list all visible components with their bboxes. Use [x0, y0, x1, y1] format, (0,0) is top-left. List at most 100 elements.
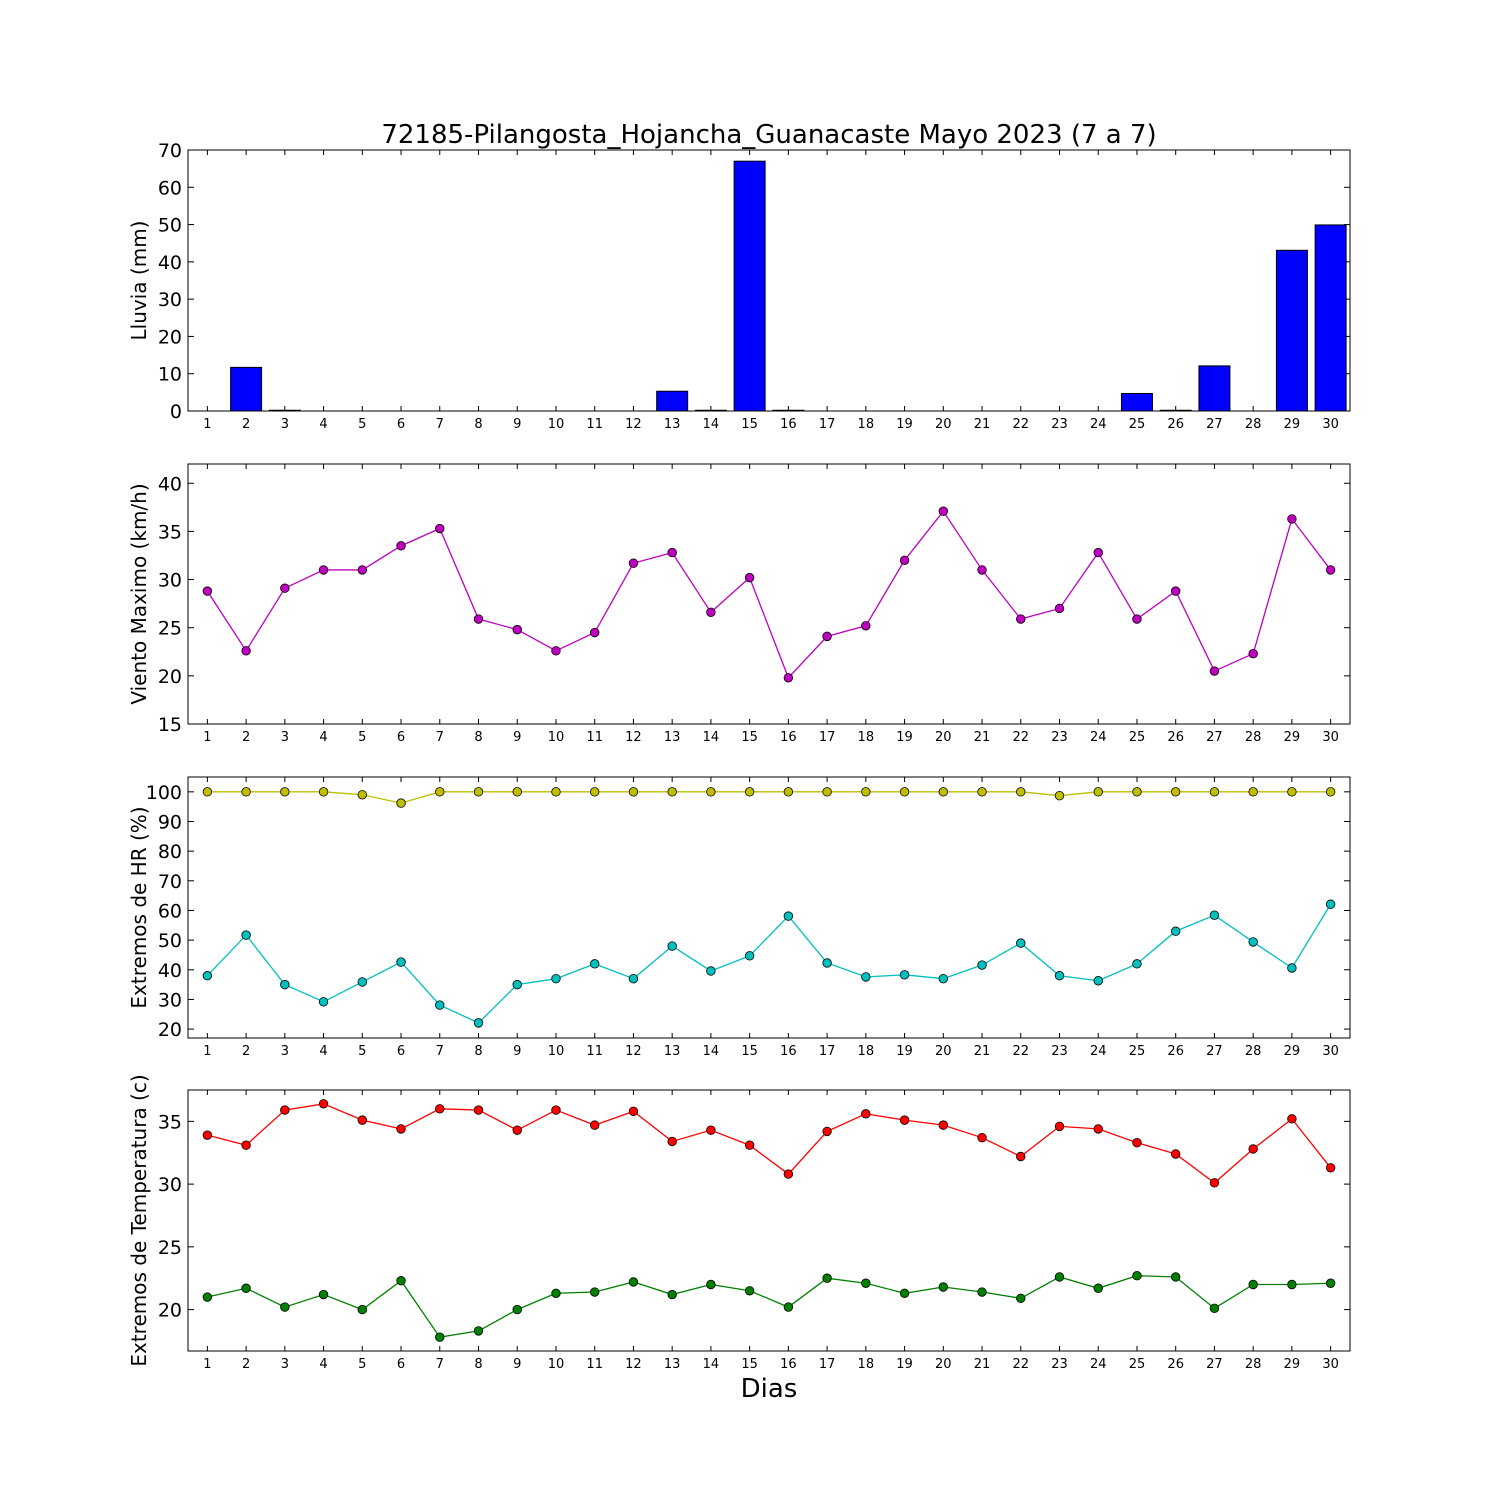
humidity-series-0-point — [396, 798, 406, 808]
humidity-series-1-point — [861, 972, 871, 982]
rain-ytick-label: 60 — [158, 177, 182, 199]
humidity-series-1-point — [280, 979, 290, 990]
rain-xtick-label: 5 — [358, 417, 366, 432]
rain-xtick-label: 21 — [974, 417, 991, 432]
humidity-series-1-point — [590, 959, 600, 969]
rain-xtick-label: 1 — [203, 417, 211, 432]
rain-bar — [656, 390, 689, 412]
wind-xtick-label: 9 — [513, 730, 521, 745]
temperature-xtick-label: 4 — [319, 1357, 327, 1372]
humidity-xtick-label: 2 — [242, 1044, 250, 1059]
humidity-xtick-label: 9 — [513, 1044, 521, 1059]
humidity-ytick-label: 50 — [158, 930, 182, 952]
humidity-series-0-line — [207, 791, 1331, 804]
rain-xtick-label: 20 — [935, 417, 952, 432]
humidity-series-0-point — [318, 787, 329, 797]
wind-xtick-label: 10 — [548, 730, 565, 745]
wind-ytick-label: 35 — [158, 521, 182, 543]
wind-xtick-label: 17 — [819, 730, 836, 745]
rain-xtick-label: 14 — [703, 417, 720, 432]
wind-series-0-point — [202, 586, 213, 596]
rain-bar — [733, 160, 766, 412]
wind-xtick-label: 18 — [858, 730, 875, 745]
temperature-y-axis-label: Extremos de Temperatura (c) — [127, 1074, 151, 1366]
wind-xtick-label: 29 — [1284, 730, 1301, 745]
wind-xtick-label: 30 — [1322, 730, 1339, 745]
rain-bar — [1198, 365, 1231, 412]
temperature-series-0-point — [628, 1106, 639, 1117]
humidity-plot-frame — [187, 776, 1351, 1039]
humidity-series-0-point — [1054, 790, 1065, 801]
wind-xtick-label: 6 — [397, 730, 405, 745]
wind-xtick-label: 3 — [281, 730, 289, 745]
humidity-series-0-point — [357, 790, 368, 800]
wind-xtick-label: 1 — [203, 730, 211, 745]
humidity-xtick-label: 24 — [1090, 1044, 1107, 1059]
humidity-ytick-label: 40 — [158, 960, 182, 982]
humidity-xtick-label: 28 — [1245, 1044, 1262, 1059]
temperature-series-1-point — [1209, 1303, 1220, 1314]
humidity-series-1-point — [822, 958, 832, 968]
wind-series-0-point — [590, 627, 600, 638]
humidity-xtick-label: 17 — [819, 1044, 836, 1059]
rain-y-axis-label: Lluvia (mm) — [127, 221, 151, 341]
chart-title: 72185-Pilangosta_Hojancha_Guanacaste May… — [381, 120, 1156, 150]
wind-ytick-label: 25 — [158, 618, 182, 640]
temperature-series-1-point — [1287, 1279, 1297, 1290]
temperature-xtick-label: 28 — [1245, 1357, 1262, 1372]
humidity-series-0-point — [628, 787, 639, 797]
temperature-series-1-point — [783, 1302, 794, 1312]
wind-ytick-label: 40 — [158, 473, 182, 495]
humidity-series-1-point — [1054, 971, 1065, 981]
humidity-xtick-label: 10 — [548, 1044, 565, 1059]
temperature-xtick-label: 19 — [896, 1357, 913, 1372]
temperature-series-1-point — [318, 1289, 329, 1300]
temperature-series-0-point — [1093, 1124, 1103, 1134]
wind-series-0-point — [667, 547, 677, 558]
temperature-series-0-point — [473, 1105, 484, 1115]
temperature-series-1-point — [899, 1288, 910, 1298]
wind-xtick-label: 13 — [664, 730, 681, 745]
temperature-series-1-point — [1093, 1283, 1103, 1293]
temperature-xtick-label: 1 — [203, 1357, 211, 1372]
humidity-series-0-point — [1209, 787, 1220, 797]
temperature-xtick-label: 22 — [1012, 1357, 1029, 1372]
humidity-series-1-point — [1209, 910, 1220, 920]
humidity-series-1-point — [551, 973, 561, 984]
humidity-xtick-label: 29 — [1284, 1044, 1301, 1059]
temperature-series-1-point — [1325, 1278, 1336, 1288]
rain-bar — [772, 409, 805, 412]
humidity-series-0-point — [241, 787, 251, 797]
rain-xtick-label: 12 — [625, 417, 642, 432]
humidity-series-1-point — [396, 957, 406, 967]
rain-ytick-label: 50 — [158, 215, 182, 237]
humidity-y-axis-label: Extremos de HR (%) — [127, 806, 151, 1008]
humidity-series-0-point — [1016, 787, 1026, 797]
temperature-series-1-line — [207, 1275, 1331, 1338]
humidity-series-0-point — [706, 787, 716, 797]
humidity-xtick-label: 3 — [281, 1044, 289, 1059]
humidity-series-0-point — [1248, 787, 1258, 797]
wind-xtick-label: 14 — [703, 730, 720, 745]
temperature-ytick-label: 30 — [158, 1174, 182, 1196]
wind-series-0-point — [1287, 514, 1297, 524]
temperature-series-1-point — [590, 1287, 600, 1297]
wind-xtick-label: 28 — [1245, 730, 1262, 745]
wind-series-0-point — [1325, 565, 1336, 575]
wind-series-0-point — [628, 558, 639, 568]
temperature-xtick-label: 5 — [358, 1357, 366, 1372]
temperature-series-0-point — [318, 1099, 329, 1109]
humidity-series-0-point — [899, 787, 910, 797]
rain-bar — [1275, 249, 1308, 412]
temperature-series-1-point — [473, 1326, 484, 1336]
temperature-series-0-point — [1054, 1121, 1065, 1132]
humidity-series-1-point — [938, 973, 949, 984]
humidity-series-1-point — [1248, 937, 1258, 947]
temperature-series-1-point — [357, 1304, 368, 1315]
temperature-xtick-label: 3 — [281, 1357, 289, 1372]
wind-xtick-label: 22 — [1012, 730, 1029, 745]
wind-xtick-label: 26 — [1167, 730, 1184, 745]
wind-series-0-point — [783, 673, 794, 683]
